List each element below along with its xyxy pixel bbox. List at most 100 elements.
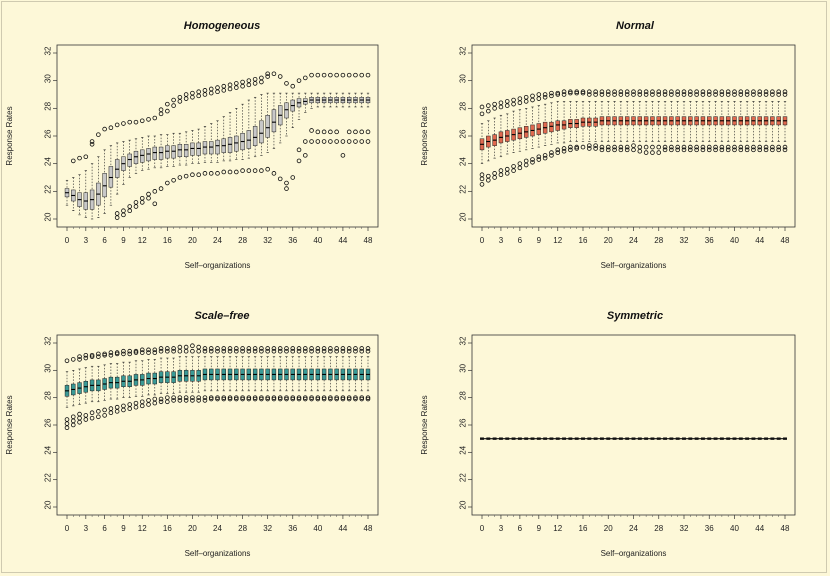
outlier-point bbox=[681, 147, 687, 153]
outlier-point bbox=[127, 119, 133, 125]
x-tick-label: 48 bbox=[364, 236, 373, 245]
outlier-point bbox=[234, 348, 239, 354]
x-tick-label: 40 bbox=[313, 524, 322, 533]
outlier-point bbox=[542, 155, 548, 161]
outlier-point bbox=[190, 343, 195, 349]
outlier-point bbox=[688, 92, 693, 97]
outlier-point bbox=[365, 72, 371, 78]
outlier-point bbox=[555, 90, 561, 96]
outlier-point bbox=[549, 93, 554, 99]
x-tick-label: 48 bbox=[781, 524, 790, 533]
y-tick-label: 30 bbox=[458, 74, 467, 83]
outlier-point bbox=[751, 89, 756, 95]
outlier-point bbox=[114, 409, 120, 414]
box bbox=[215, 139, 220, 155]
outlier-point bbox=[713, 147, 718, 153]
outlier-point bbox=[650, 144, 655, 150]
y-tick-label: 28 bbox=[43, 101, 52, 110]
outlier-point bbox=[215, 348, 220, 354]
outlier-point bbox=[171, 103, 176, 108]
outlier-point bbox=[165, 348, 170, 354]
outlier-point bbox=[536, 92, 542, 97]
outlier-point bbox=[271, 171, 277, 176]
outlier-point bbox=[321, 348, 327, 354]
outlier-point bbox=[208, 348, 214, 354]
y-tick-label: 32 bbox=[458, 46, 467, 55]
x-tick-label: 0 bbox=[480, 236, 485, 245]
outlier-point bbox=[89, 354, 95, 359]
outlier-point bbox=[70, 414, 76, 420]
outlier-point bbox=[265, 71, 270, 77]
outlier-point bbox=[158, 107, 164, 113]
x-tick-label: 44 bbox=[755, 236, 764, 245]
outlier-point bbox=[776, 144, 781, 150]
outlier-point bbox=[334, 129, 339, 135]
outlier-point bbox=[240, 396, 245, 402]
outlier-point bbox=[587, 143, 592, 148]
outlier-point bbox=[108, 406, 114, 411]
outlier-point bbox=[694, 147, 699, 153]
outlier-point bbox=[738, 92, 744, 97]
outlier-point bbox=[618, 147, 624, 153]
outlier-point bbox=[511, 101, 516, 107]
outlier-point bbox=[675, 144, 680, 150]
outlier-point bbox=[770, 144, 775, 150]
outlier-point bbox=[221, 346, 227, 351]
outlier-point bbox=[770, 92, 775, 97]
outlier-point bbox=[252, 396, 258, 402]
outlier-point bbox=[259, 168, 264, 173]
outlier-point bbox=[83, 154, 89, 160]
outlier-point bbox=[133, 119, 139, 125]
outlier-point bbox=[121, 351, 126, 357]
y-tick-label: 28 bbox=[458, 101, 467, 110]
outlier-point bbox=[127, 208, 133, 214]
outlier-point bbox=[555, 92, 561, 97]
outlier-point bbox=[165, 101, 170, 107]
outlier-point bbox=[612, 89, 617, 95]
box bbox=[555, 120, 560, 131]
outlier-point bbox=[763, 144, 769, 150]
outlier-point bbox=[713, 89, 718, 95]
x-tick-label: 9 bbox=[121, 524, 126, 533]
outlier-point bbox=[574, 144, 579, 150]
box bbox=[114, 159, 120, 178]
outlier-point bbox=[568, 90, 573, 96]
x-tick-label: 28 bbox=[654, 236, 663, 245]
box bbox=[284, 102, 289, 119]
outlier-point bbox=[719, 144, 725, 150]
outlier-point bbox=[277, 395, 283, 400]
outlier-point bbox=[492, 106, 497, 111]
outlier-point bbox=[108, 410, 114, 416]
outlier-point bbox=[359, 129, 365, 135]
x-tick-label: 20 bbox=[188, 236, 197, 245]
outlier-point bbox=[624, 147, 630, 153]
outlier-point bbox=[511, 97, 516, 103]
x-tick-label: 20 bbox=[604, 236, 613, 245]
outlier-point bbox=[77, 411, 82, 417]
x-tick-label: 32 bbox=[263, 524, 272, 533]
outlier-point bbox=[643, 150, 649, 155]
y-axis-label: Response Rates bbox=[420, 106, 429, 165]
outlier-point bbox=[208, 90, 214, 96]
outlier-point bbox=[296, 78, 302, 83]
outlier-point bbox=[776, 147, 781, 153]
x-tick-label: 24 bbox=[629, 524, 638, 533]
outlier-point bbox=[70, 357, 76, 362]
outlier-point bbox=[744, 89, 750, 95]
outlier-point bbox=[234, 85, 239, 90]
outlier-point bbox=[77, 415, 82, 421]
outlier-point bbox=[89, 410, 95, 416]
outlier-point bbox=[83, 417, 89, 422]
outlier-point bbox=[580, 144, 586, 150]
outlier-point bbox=[751, 144, 756, 150]
outlier-point bbox=[277, 176, 283, 182]
outlier-point bbox=[618, 144, 624, 150]
outlier-point bbox=[321, 396, 327, 402]
outlier-point bbox=[732, 92, 737, 97]
outlier-point bbox=[321, 139, 327, 144]
x-tick-label: 6 bbox=[102, 236, 107, 245]
outlier-point bbox=[479, 104, 485, 110]
outlier-point bbox=[700, 92, 706, 97]
chart-title: Scale–free bbox=[194, 310, 249, 322]
